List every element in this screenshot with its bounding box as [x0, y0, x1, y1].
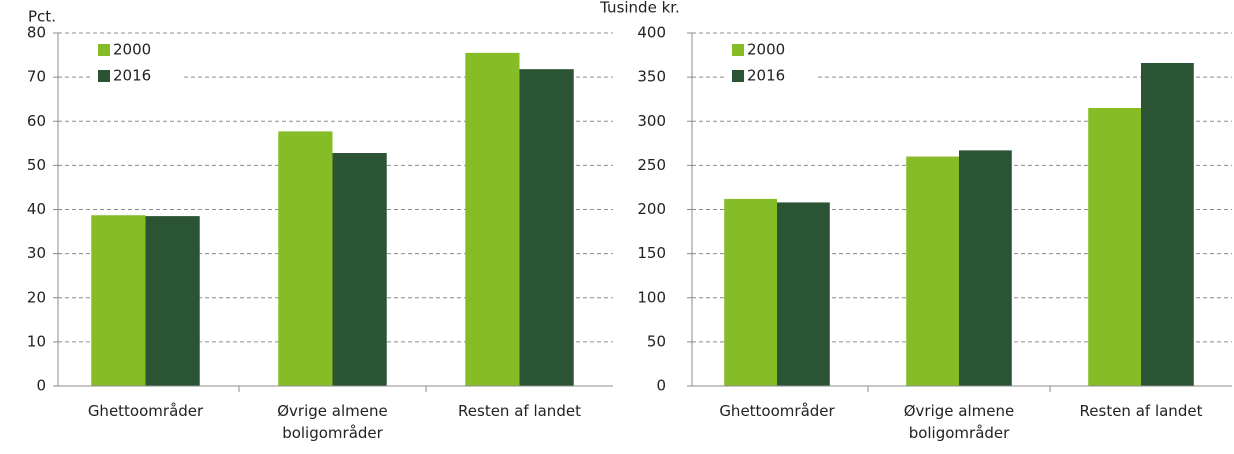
x-tick-label: Ghettoområder	[719, 402, 835, 420]
bar	[959, 150, 1012, 386]
y-tick-label: 0	[36, 377, 46, 395]
x-tick-label: Resten af landet	[458, 402, 581, 420]
y-tick-label: 100	[637, 288, 666, 306]
y-tick-label: 20	[27, 288, 46, 306]
bar	[1141, 63, 1194, 386]
y-tick-label: 300	[637, 112, 666, 130]
bar	[91, 215, 146, 386]
y-tick-label: 30	[27, 244, 46, 262]
y-tick-label: 60	[27, 112, 46, 130]
y-tick-label: 400	[637, 24, 666, 42]
legend-swatch	[732, 70, 744, 82]
y-tick-label: 40	[27, 200, 46, 218]
legend-label: 2000	[747, 41, 785, 59]
y-tick-label: 150	[637, 244, 666, 262]
x-tick-label: Resten af landet	[1079, 402, 1203, 420]
y-axis-label: Pct.	[28, 8, 56, 26]
x-tick-label: Ghettoområder	[87, 402, 204, 420]
y-tick-label: 80	[27, 24, 46, 42]
y-tick-label: 350	[637, 68, 666, 86]
bar	[724, 198, 777, 386]
bar	[777, 202, 830, 386]
legend-label: 2000	[113, 41, 151, 59]
y-tick-label: 70	[27, 68, 46, 86]
x-tick-label: Øvrige almene boligområder	[903, 402, 1015, 442]
legend-swatch	[98, 44, 110, 56]
bar	[906, 156, 959, 386]
y-tick-label: 50	[647, 332, 666, 350]
bar	[1088, 108, 1141, 386]
y-tick-label: 50	[27, 156, 46, 174]
x-tick-label: Øvrige almene boligområder	[277, 402, 388, 442]
y-axis-label: Tusinde kr.	[599, 0, 680, 17]
legend-label: 2016	[113, 67, 151, 85]
y-tick-label: 200	[637, 200, 666, 218]
bar	[278, 131, 333, 386]
legend-swatch	[732, 44, 744, 56]
y-tick-label: 250	[637, 156, 666, 174]
bar	[145, 216, 200, 386]
bar	[332, 153, 387, 386]
legend-swatch	[98, 70, 110, 82]
bar	[465, 52, 520, 386]
y-tick-label: 10	[27, 332, 46, 350]
y-tick-label: 0	[656, 377, 666, 395]
legend-label: 2016	[747, 67, 785, 85]
bar	[519, 69, 574, 387]
